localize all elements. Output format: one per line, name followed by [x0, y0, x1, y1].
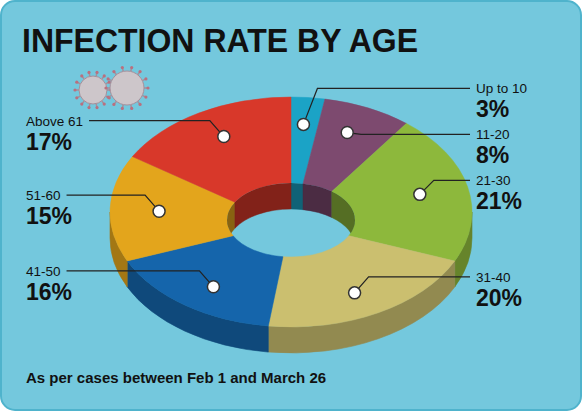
- leader-dot: [297, 118, 309, 130]
- leader-dot: [341, 127, 353, 139]
- virus-spike-tip: [103, 74, 106, 77]
- value-label: 15%: [26, 203, 72, 229]
- leader-line: [355, 277, 470, 293]
- category-label: 31-40: [476, 270, 511, 285]
- virus-spike-tip: [130, 66, 133, 69]
- hole-wall: [235, 183, 291, 228]
- hole-walls: [227, 183, 355, 246]
- virus-spike-tip: [146, 86, 149, 89]
- leader-line: [347, 133, 470, 135]
- value-label: 3%: [476, 96, 509, 122]
- virus-spike-tip: [103, 102, 106, 105]
- virus-spike-tip: [104, 86, 107, 89]
- title: INFECTION RATE BY AGE: [22, 21, 418, 59]
- slice: [268, 236, 454, 327]
- value-label: 21%: [476, 188, 522, 214]
- data-labels: Up to 103% 11-208% 21-3021% 31-4020% 41-5016…: [26, 81, 527, 310]
- virus-spike-tip: [106, 96, 109, 99]
- virus-spike-tip: [80, 74, 83, 77]
- virus-spike-tip: [87, 71, 90, 74]
- category-label: 11-20: [476, 127, 510, 142]
- virus-spike-tip: [121, 107, 124, 110]
- value-label: 20%: [476, 285, 522, 311]
- virus-spike-tip: [112, 103, 115, 106]
- virus-spike-tip: [121, 66, 124, 69]
- footnote: As per cases between Feb 1 and March 26: [26, 369, 326, 386]
- hole-wall: [291, 183, 303, 210]
- virus-spike-tip: [73, 88, 76, 91]
- virus-spike-tip: [87, 106, 90, 109]
- category-label: Above 61: [26, 114, 83, 129]
- hole-wall: [332, 191, 355, 246]
- leader-line: [420, 180, 470, 194]
- virus-icon: [73, 71, 112, 109]
- value-label: 16%: [26, 279, 72, 305]
- virus-spike-tip: [106, 77, 109, 80]
- virus-body: [110, 71, 144, 105]
- virus-spike-tip: [75, 81, 78, 84]
- virus-spike-tip: [112, 70, 115, 73]
- value-label: 17%: [26, 129, 72, 155]
- category-label: 41-50: [26, 264, 61, 279]
- virus-icon: [104, 66, 149, 110]
- leader-dot: [414, 188, 426, 200]
- leader-lines: [67, 88, 470, 292]
- virus-spike-tip: [138, 70, 141, 73]
- virus-spike: [106, 96, 110, 98]
- category-label: Up to 10: [476, 81, 527, 96]
- category-label: 21-30: [476, 173, 511, 188]
- virus-spike-tip: [95, 106, 98, 109]
- leader-line: [67, 195, 160, 211]
- hole-wall: [227, 202, 235, 246]
- chart-root: INFECTION RATE BY AGE Up to 103% 11-208% 21…: [0, 0, 582, 411]
- virus-spike-tip: [130, 107, 133, 110]
- leader-line: [303, 88, 470, 124]
- category-label: 51-60: [26, 188, 61, 203]
- virus-spike-tip: [95, 71, 98, 74]
- hole-wall: [303, 184, 332, 218]
- virus-spike-tip: [144, 77, 147, 80]
- virus-spike-tip: [75, 96, 78, 99]
- leader-dot: [349, 287, 361, 299]
- background: [1, 1, 581, 410]
- value-label: 8%: [476, 142, 509, 168]
- leader-dot: [153, 205, 165, 217]
- virus-spike-tip: [144, 96, 147, 99]
- leader-line: [89, 121, 224, 137]
- virus-spike-tip: [80, 102, 83, 105]
- slices: [110, 97, 472, 327]
- leader-dot: [207, 281, 219, 293]
- leader-dots: [153, 118, 426, 298]
- leader-line: [67, 271, 214, 287]
- virus-body: [79, 76, 107, 104]
- leader-dot: [218, 131, 230, 143]
- virus-spike-tip: [138, 103, 141, 106]
